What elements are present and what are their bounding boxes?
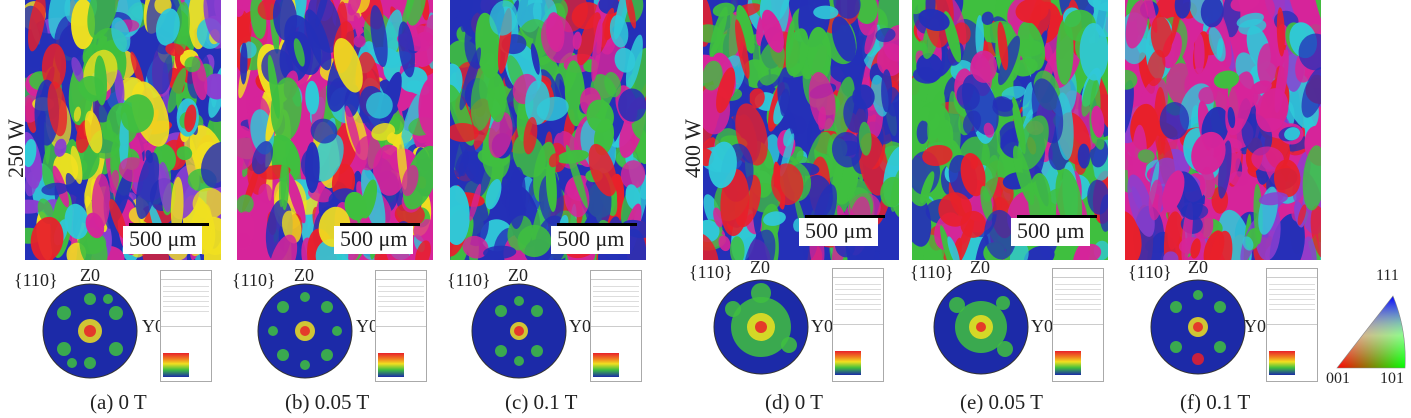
- pole-figure-c: [471, 283, 567, 379]
- z-axis-label: Z0: [750, 257, 770, 277]
- density-colour-bar: [163, 353, 189, 377]
- pole-figure-legend: [375, 270, 427, 382]
- ipf-label-111: 111: [1376, 267, 1399, 284]
- density-colour-bar: [378, 353, 404, 377]
- caption-d: (d) 0 T: [765, 390, 823, 414]
- ipf-label-001: 001: [1326, 370, 1350, 387]
- y-axis-label: Y0: [356, 316, 378, 336]
- pole-family-label: {110}: [232, 270, 276, 290]
- scale-bar-d: 500 μm: [799, 215, 885, 246]
- density-colour-bar: [1269, 351, 1295, 375]
- pole-figure-legend: [1266, 268, 1318, 382]
- pole-figure-legend: [590, 270, 642, 382]
- ebsd-map-b: [237, 0, 433, 260]
- pole-family-label: {110}: [447, 270, 491, 290]
- caption-f: (f) 0.1 T: [1180, 390, 1251, 414]
- pole-family-label: {110}: [14, 270, 58, 290]
- scale-bar-c: 500 μm: [551, 223, 637, 254]
- scale-bar-label: 500 μm: [557, 226, 625, 251]
- ebsd-map-c: [450, 0, 646, 260]
- scale-bar-label: 500 μm: [340, 226, 408, 251]
- scale-bar-label: 500 μm: [805, 218, 873, 243]
- ebsd-map-d: [703, 0, 899, 260]
- density-colour-bar: [593, 353, 619, 377]
- pole-figure-a: [42, 283, 138, 379]
- caption-b: (b) 0.05 T: [285, 390, 370, 414]
- z-axis-label: Z0: [80, 265, 100, 285]
- z-axis-label: Z0: [970, 257, 990, 277]
- pole-figure-d: [713, 279, 809, 375]
- scale-bar-b: 500 μm: [334, 223, 420, 254]
- pole-figure-b: [257, 283, 353, 379]
- ebsd-map-a: [25, 0, 221, 260]
- z-axis-label: Z0: [1188, 257, 1208, 277]
- z-axis-label: Z0: [508, 265, 528, 285]
- y-axis-label: Y0: [811, 316, 833, 336]
- pole-family-label: {110}: [689, 262, 733, 282]
- density-colour-bar: [1055, 351, 1081, 375]
- ipf-triangle: [1336, 295, 1406, 369]
- ebsd-map-f: [1125, 0, 1321, 260]
- caption-a: (a) 0 T: [90, 390, 147, 414]
- caption-c: (c) 0.1 T: [505, 390, 578, 414]
- y-axis-label: Y0: [569, 316, 591, 336]
- pole-figure-legend: [832, 268, 884, 382]
- pole-figure-legend: [160, 270, 212, 382]
- ipf-label-101: 101: [1380, 370, 1404, 387]
- scale-bar-a: 500 μm: [123, 223, 209, 254]
- scale-bar-label: 500 μm: [129, 226, 197, 251]
- pole-figure-e: [933, 279, 1029, 375]
- density-colour-bar: [835, 351, 861, 375]
- caption-e: (e) 0.05 T: [960, 390, 1044, 414]
- y-axis-label: Y0: [1244, 316, 1266, 336]
- y-axis-label: Y0: [1031, 316, 1053, 336]
- y-axis-label: Y0: [142, 316, 164, 336]
- z-axis-label: Z0: [294, 265, 314, 285]
- ebsd-map-e: [912, 0, 1108, 260]
- pole-figure-f: [1150, 279, 1246, 375]
- scale-bar-e: 500 μm: [1011, 215, 1097, 246]
- pole-family-label: {110}: [1128, 262, 1172, 282]
- scale-bar-label: 500 μm: [1017, 218, 1085, 243]
- pole-family-label: {110}: [910, 262, 954, 282]
- pole-figure-legend: [1052, 268, 1104, 382]
